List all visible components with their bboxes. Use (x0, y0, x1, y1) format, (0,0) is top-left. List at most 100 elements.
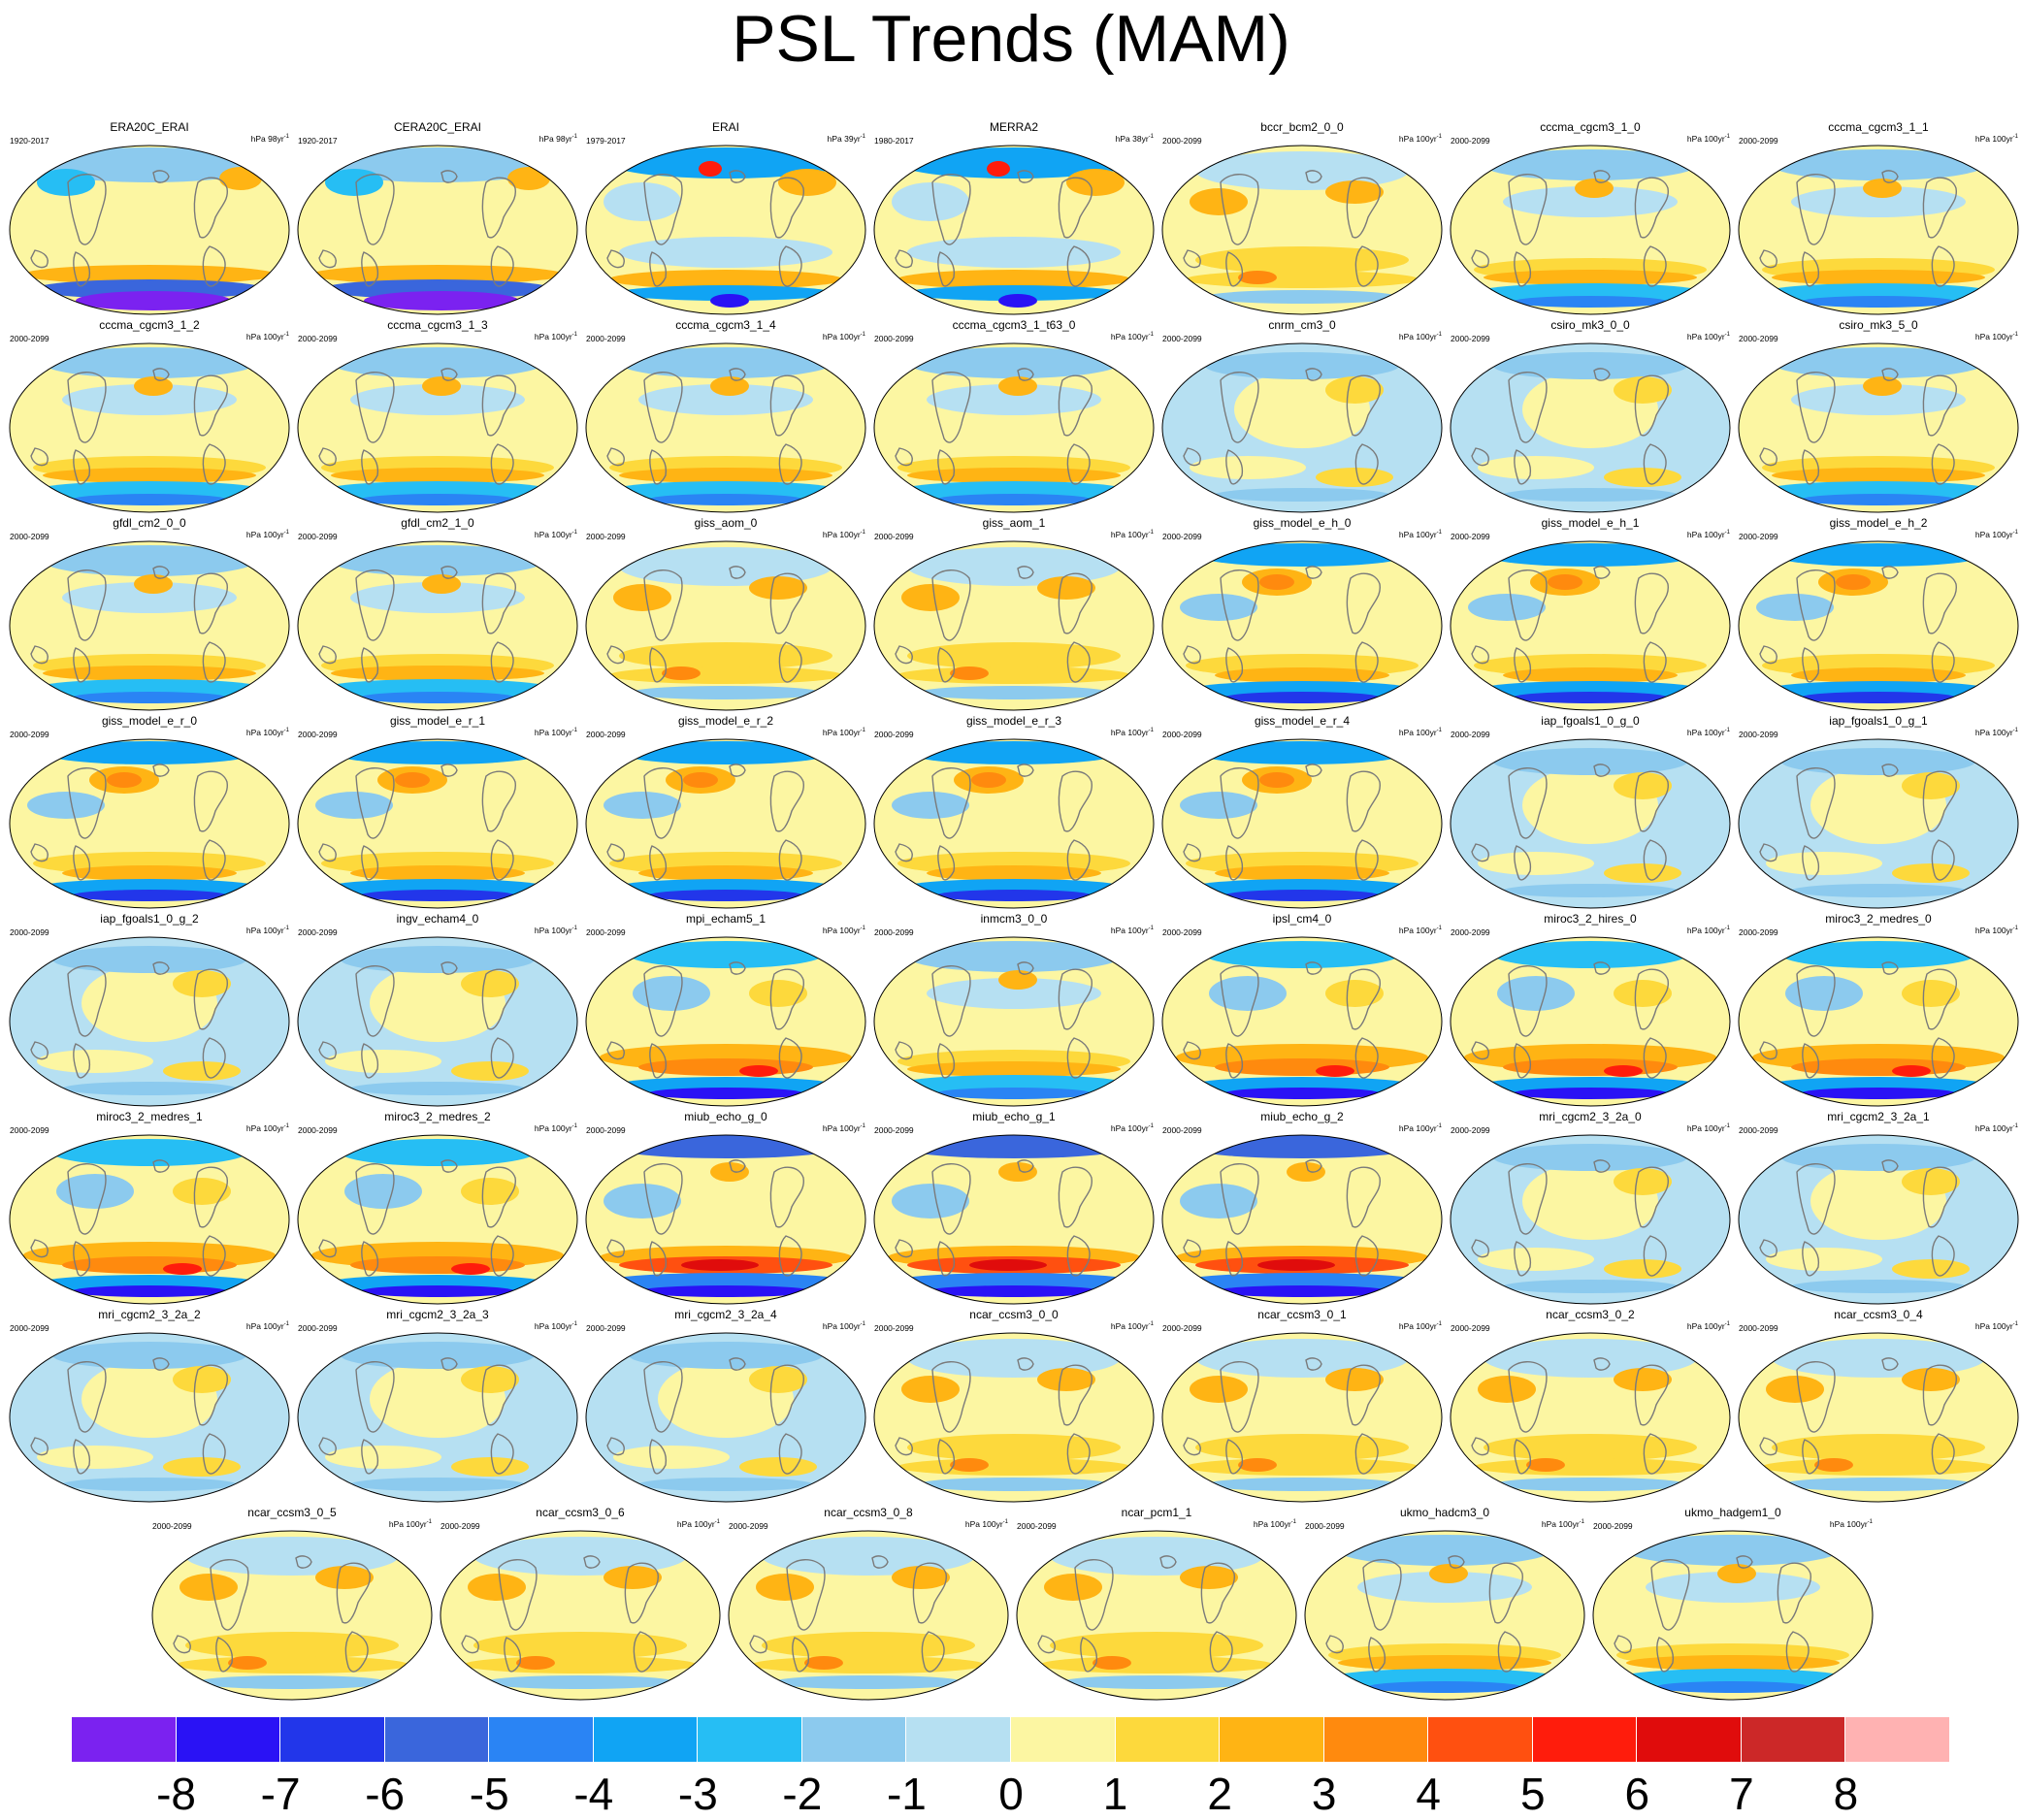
coastline (1017, 961, 1034, 975)
trend-map (1161, 342, 1443, 513)
trend-contour-region (1791, 1058, 1966, 1076)
coastline (624, 1562, 660, 1624)
panel-units-text: hPa 100yr (1398, 332, 1437, 341)
trend-contour-region (998, 376, 1037, 396)
coastline (202, 641, 226, 683)
trend-contour-region (1484, 1339, 1697, 1378)
coastline (1354, 1235, 1379, 1277)
trend-map (440, 1530, 721, 1701)
map-panel: csiro_mk3_5_0 2000-2099 hPa 100yr-1 (1737, 318, 2020, 517)
trend-contour-region (344, 1174, 422, 1209)
coastline (1802, 1439, 1820, 1475)
panel-units-text: hPa 100yr (245, 1321, 284, 1331)
colorbar-tick-label: 3 (1311, 1769, 1337, 1819)
trend-contour-region (27, 792, 105, 819)
panel-years: 2000-2099 (1162, 136, 1202, 146)
trend-contour-region (609, 666, 842, 684)
coastline (1066, 1433, 1091, 1475)
trend-contour-region (662, 666, 701, 680)
panel-title: mri_cgcm2_3_2a_4 (674, 1308, 777, 1321)
panel-years: 2000-2099 (586, 927, 626, 937)
coastline (173, 1635, 191, 1654)
colorbar (72, 1717, 1950, 1762)
coastline (1759, 249, 1777, 269)
coastline (606, 843, 625, 862)
colorbar-tick-label: 0 (998, 1769, 1024, 1819)
trend-contour-region (195, 1675, 389, 1689)
trend-contour-region (163, 1457, 241, 1477)
panel-units: hPa 100yr-1 (823, 1123, 865, 1133)
map-border (9, 540, 290, 711)
panel-title: miub_echo_g_2 (1260, 1110, 1344, 1123)
coastline (1931, 443, 1955, 485)
coastline (1931, 1037, 1955, 1079)
coastline (1066, 839, 1091, 881)
trend-map (728, 1530, 1009, 1701)
coastline (1220, 767, 1259, 839)
coastline (1514, 449, 1532, 485)
coastline (1796, 767, 1836, 839)
trend-contour-region (710, 294, 749, 308)
trend-contour-region (1205, 290, 1399, 304)
panel-units-text: hPa 100yr (1398, 530, 1437, 539)
coastline (606, 249, 625, 269)
coastline (1058, 770, 1093, 832)
panel-units: hPa 100yr-1 (1111, 332, 1154, 341)
trend-contour-region (739, 1457, 817, 1477)
panel-units-text: hPa 100yr (1398, 926, 1437, 935)
map-panel: ERA20C_ERAI 1920-2017 hPa 98yr-1 (8, 120, 291, 319)
trend-contour-region (936, 1088, 1092, 1099)
trend-contour-region (710, 1162, 749, 1182)
panel-title: cnrm_cm3_0 (1268, 318, 1336, 332)
trend-contour-region (613, 1446, 730, 1469)
map-border (1450, 936, 1731, 1107)
trend-contour-region (619, 741, 832, 764)
trend-map (1450, 1134, 1731, 1305)
map-border (297, 936, 578, 1107)
trend-map (1161, 540, 1443, 711)
map-border (9, 1134, 290, 1305)
coastline (202, 245, 226, 287)
map-panel: giss_model_e_r_3 2000-2099 hPa 100yr-1 (872, 714, 1156, 913)
coastline (1802, 1241, 1820, 1277)
coastline (1514, 1439, 1532, 1475)
panel-units-text: hPa 100yr (1974, 1123, 2013, 1133)
map-border (9, 145, 290, 315)
panel-units-text: hPa 100yr (1686, 728, 1725, 737)
trend-contour-region (331, 468, 544, 483)
trend-contour-region (1902, 772, 1960, 799)
trend-map (1450, 738, 1731, 909)
coastline (152, 764, 170, 777)
colorbar-box (72, 1717, 177, 1762)
panel-units-exponent: -1 (860, 1123, 865, 1130)
coastline (931, 965, 971, 1037)
colorbar-box (593, 1717, 699, 1762)
coastline (643, 767, 683, 839)
trend-contour-region (321, 147, 554, 182)
colorbar-tick-label: 2 (1207, 1769, 1232, 1819)
trend-contour-region (1604, 468, 1681, 487)
trend-contour-region (638, 865, 813, 881)
trend-contour-region (516, 1656, 555, 1670)
coastline (778, 641, 802, 683)
trend-contour-region (43, 347, 256, 378)
panel-units-exponent: -1 (1290, 1519, 1296, 1526)
coastline (202, 839, 226, 881)
coastline (1931, 245, 1955, 287)
map-border (585, 738, 866, 909)
panel-units: hPa 100yr-1 (246, 332, 289, 341)
map-panel: inmcm3_0_0 2000-2099 hPa 100yr-1 (872, 912, 1156, 1111)
trend-contour-region (1215, 1058, 1389, 1076)
trend-contour-region (331, 666, 544, 681)
map-panel: miroc3_2_hires_0 2000-2099 hPa 100yr-1 (1449, 912, 1732, 1111)
coastline (649, 449, 668, 485)
coastline (1346, 968, 1382, 1030)
trend-contour-region (609, 147, 842, 179)
coastline (1471, 447, 1489, 467)
coastline (778, 245, 802, 287)
trend-contour-region (1513, 1088, 1668, 1099)
coastline (1593, 1159, 1611, 1173)
panel-years: 2000-2099 (1451, 334, 1490, 343)
trend-map (1450, 145, 1731, 315)
trend-contour-region (699, 161, 722, 177)
